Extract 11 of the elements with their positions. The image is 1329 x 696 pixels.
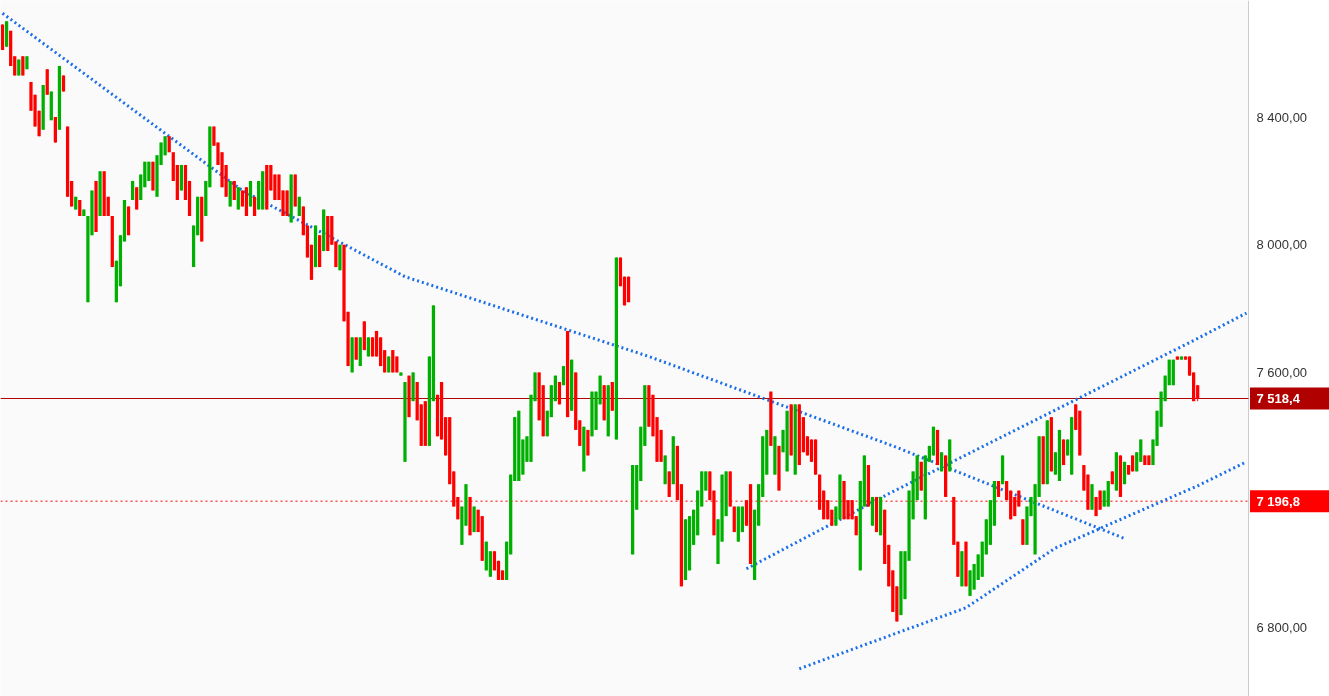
candlestick [354, 336, 358, 361]
ref-line-label: 7 518,4 [1256, 391, 1301, 406]
candlestick [21, 55, 25, 77]
y-tick-label: 7 600,00 [1256, 364, 1308, 380]
ref-line-label: 7 196,8 [1256, 493, 1300, 509]
line-series [744, 311, 1248, 571]
y-tick-label: 8 000,00 [1256, 237, 1308, 253]
candlestick [135, 186, 139, 211]
y-tick-label: 6 800,00 [1256, 620, 1308, 636]
candlestick [236, 186, 240, 211]
y-tick-label: 8 400,00 [1256, 109, 1308, 125]
